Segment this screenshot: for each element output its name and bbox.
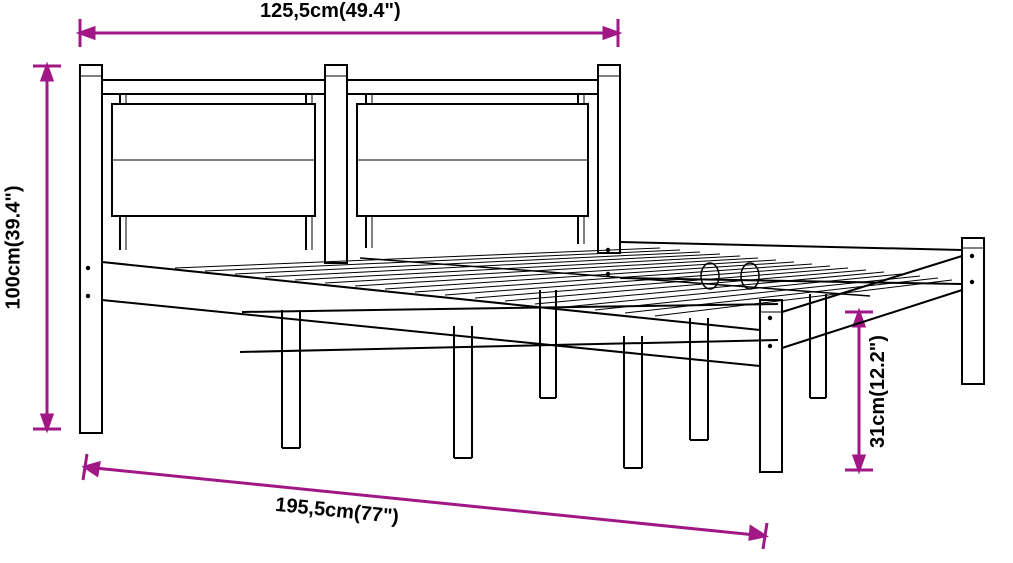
dim-width xyxy=(80,19,618,47)
dim-length xyxy=(83,454,767,549)
bed-frame-drawing xyxy=(80,65,984,472)
label-width: 125,5cm(49.4") xyxy=(260,0,401,23)
label-height: 100cm(39.4") xyxy=(3,185,26,309)
label-leg-height: 31cm(12.2") xyxy=(867,335,890,448)
dimension-lines xyxy=(33,19,873,549)
dim-height xyxy=(33,66,61,429)
